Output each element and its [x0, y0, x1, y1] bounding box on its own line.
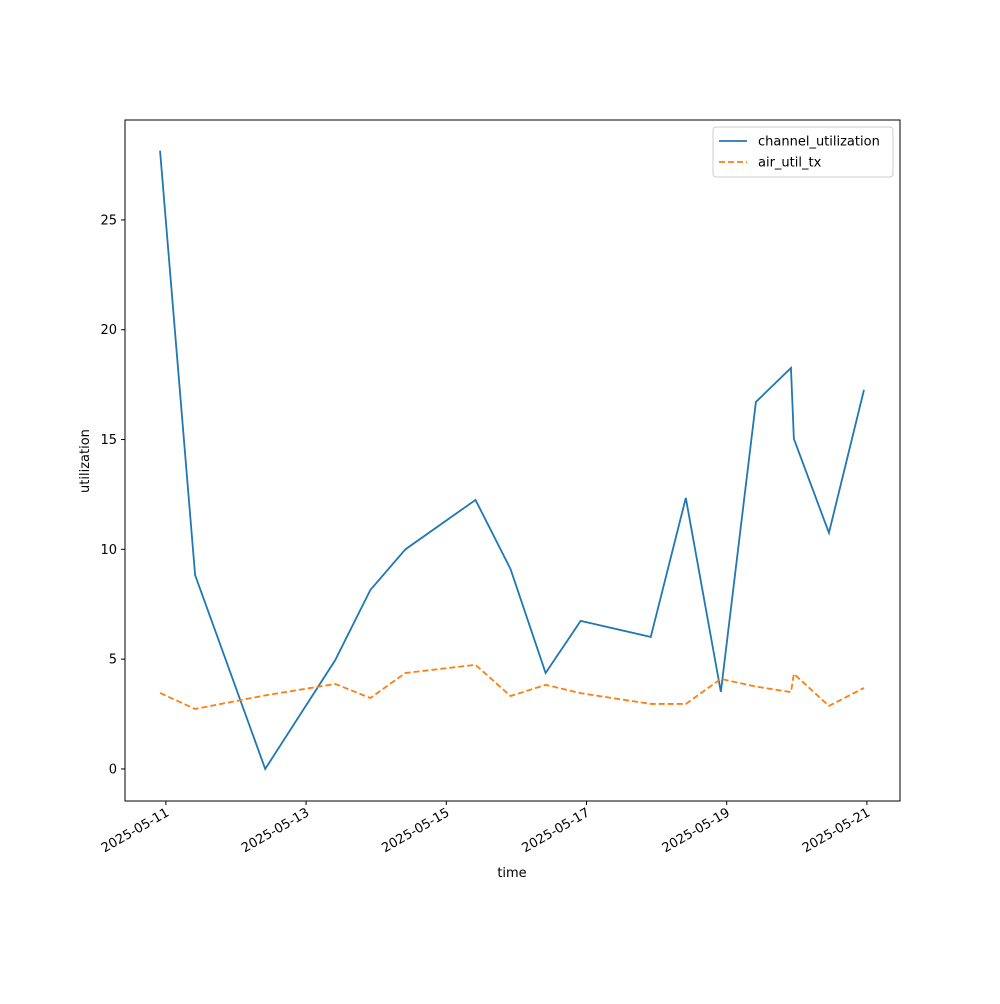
y-tick-label: 20 [100, 323, 117, 338]
x-tick-label: 2025-05-11 [99, 805, 172, 856]
y-tick-label: 5 [109, 653, 117, 668]
x-tick-label: 2025-05-21 [800, 805, 873, 856]
x-tick-label: 2025-05-15 [379, 805, 452, 856]
y-axis-label: utilization [78, 429, 93, 493]
series-line [159, 150, 865, 771]
legend-label: channel_utilization [758, 135, 880, 150]
y-tick-label: 10 [100, 543, 117, 558]
legend-label: air_util_tx [758, 156, 822, 171]
y-tick-label: 25 [100, 213, 117, 228]
x-tick-label: 2025-05-13 [239, 805, 312, 856]
x-tick-label: 2025-05-19 [660, 805, 733, 856]
series-line [159, 663, 865, 710]
x-tick-label: 2025-05-17 [520, 805, 593, 856]
legend-box [712, 126, 894, 178]
legend: channel_utilization air_util_tx [712, 126, 894, 178]
x-axis-label: time [497, 866, 526, 881]
y-tick-label: 0 [109, 762, 117, 777]
y-tick-label: 15 [100, 433, 117, 448]
plot-area [124, 119, 901, 802]
